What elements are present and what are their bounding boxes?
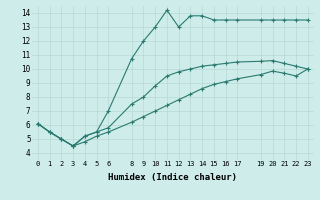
X-axis label: Humidex (Indice chaleur): Humidex (Indice chaleur) [108,173,237,182]
